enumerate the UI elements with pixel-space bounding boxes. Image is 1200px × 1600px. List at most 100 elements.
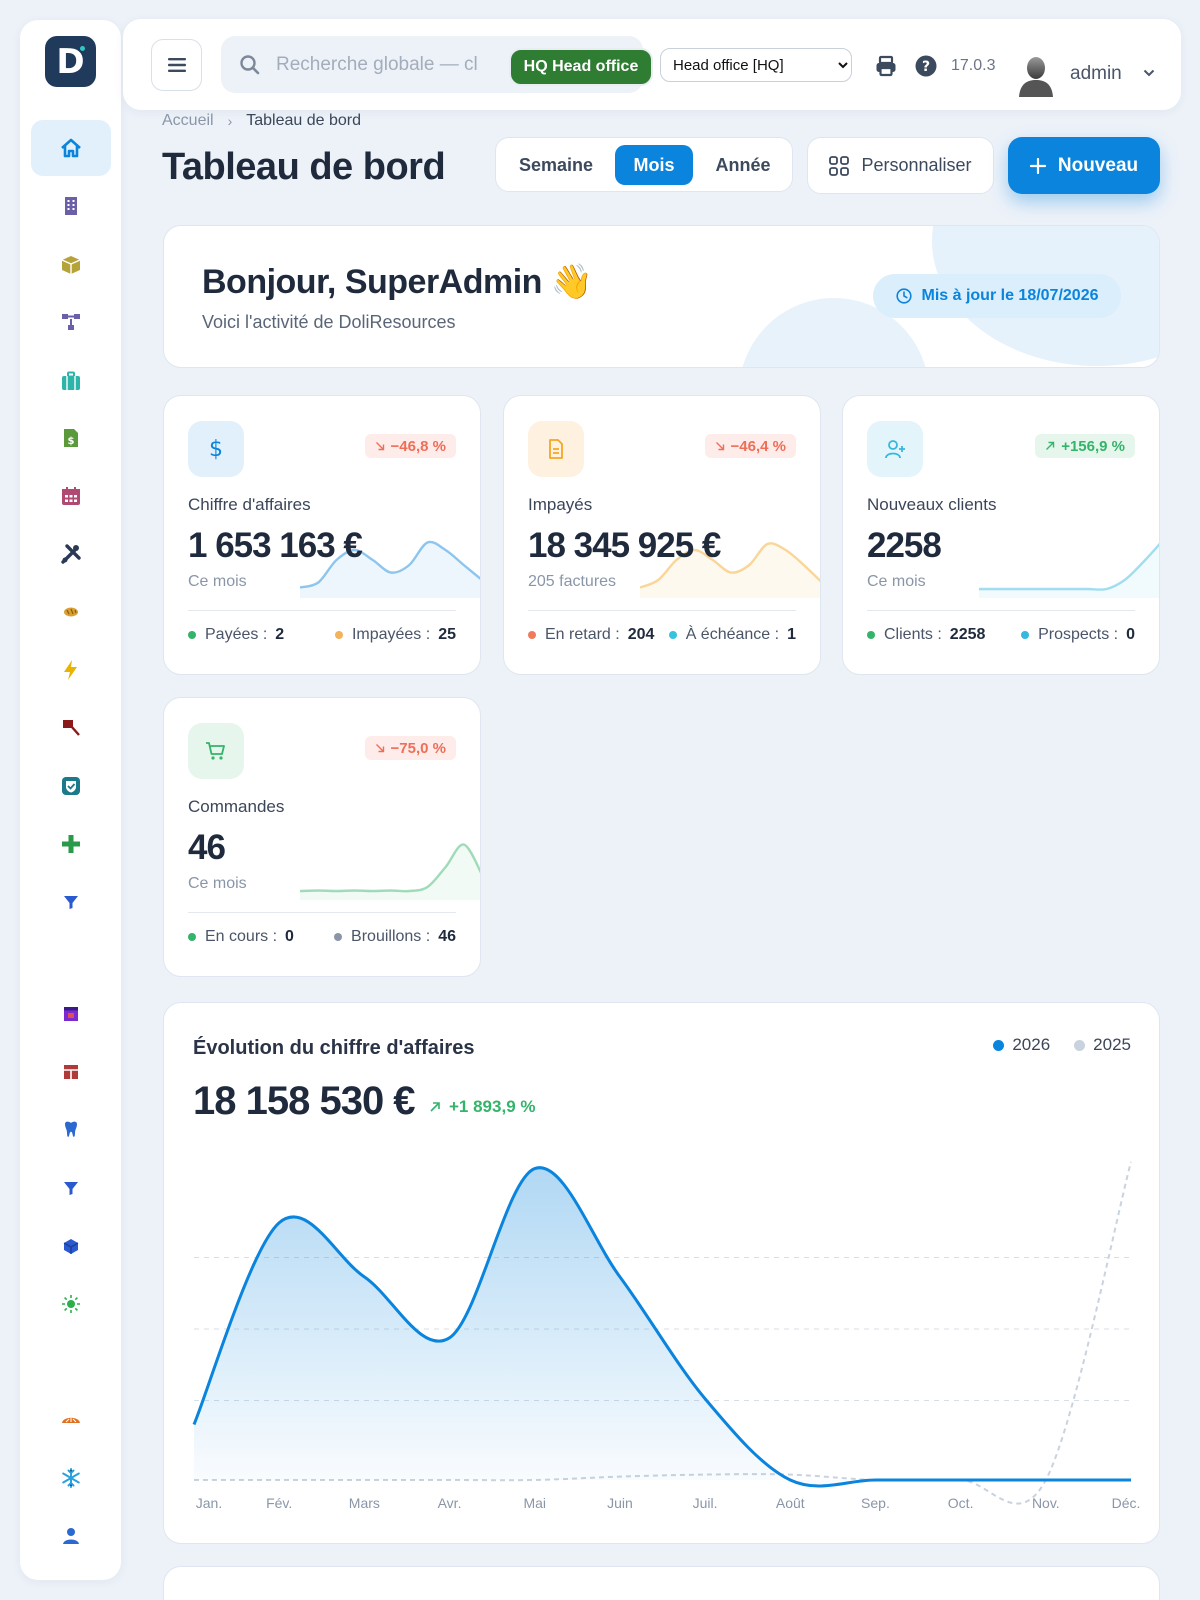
search-input[interactable] — [276, 50, 491, 80]
chart-title: Évolution du chiffre d'affaires — [193, 1037, 475, 1059]
version-label: 17.0.3 — [951, 57, 996, 74]
kpi-caption: Ce mois — [188, 875, 247, 892]
footer-value: 0 — [285, 928, 294, 945]
sidebar-item-invoice[interactable]: $ — [31, 410, 111, 466]
x-tick-label: Juin — [607, 1495, 633, 1511]
building-icon — [65, 197, 77, 215]
sidebar-item-lightning[interactable] — [31, 642, 111, 698]
invoice-icon: $ — [64, 429, 78, 447]
breadcrumb-home[interactable]: Accueil — [162, 112, 214, 129]
sidebar-item-user[interactable] — [31, 1507, 111, 1563]
kpi-footer-right: Prospects : 0 — [1021, 626, 1135, 644]
arrow-down-right-icon — [375, 744, 384, 753]
x-tick-label: Mai — [523, 1495, 546, 1511]
sparkline-line — [640, 542, 820, 589]
updated-label: Mis à jour le 18/07/2026 — [921, 287, 1099, 304]
sidebar-item-bread[interactable] — [31, 584, 111, 640]
chart-growth-value: +1 893,9 % — [449, 1097, 536, 1116]
status-dot — [528, 631, 536, 639]
trend-badge: −46,4 % — [704, 434, 796, 458]
series-area-2026 — [194, 1167, 1131, 1487]
sidebar-item-tools[interactable] — [31, 526, 111, 582]
sidebar-item-calendar[interactable] — [31, 468, 111, 524]
status-dot — [334, 631, 343, 639]
svg-text:?: ? — [922, 59, 930, 75]
sidebar-item-snowflake[interactable] — [31, 1450, 111, 1506]
sidebar-item-hammer[interactable] — [31, 700, 111, 756]
svg-text:$: $ — [209, 437, 223, 461]
chart-legend: 2026 2025 — [993, 1035, 1131, 1055]
period-week[interactable]: Semaine — [518, 154, 594, 175]
menu-toggle-button[interactable] — [151, 39, 202, 91]
series-line-2026 — [192, 1166, 1132, 1488]
help-icon[interactable]: ? — [915, 55, 937, 77]
footer-label: En retard : — [545, 626, 620, 643]
legend-item-2025[interactable]: 2025 — [1074, 1035, 1131, 1055]
trend-badge: −46,8 % — [364, 434, 456, 458]
cube-icon — [63, 1239, 79, 1254]
user-plus-icon — [885, 440, 905, 459]
tools-icon — [61, 544, 81, 564]
sidebar: D $ — [20, 20, 121, 1580]
sidebar-item-tooth[interactable] — [31, 1102, 111, 1158]
kpi-footer-left: En cours : 0 — [188, 928, 294, 946]
sidebar-item-sun[interactable] — [31, 1276, 111, 1332]
sidebar-item-box[interactable] — [31, 237, 111, 293]
greeting: Bonjour, SuperAdmin 👋 — [202, 263, 593, 301]
chevron-down-icon[interactable] — [1143, 69, 1155, 77]
sidebar-item-shield-check[interactable] — [31, 758, 111, 814]
sidebar-item-umbrella[interactable] — [31, 1392, 111, 1448]
sidebar-item-table[interactable] — [31, 1044, 111, 1100]
table-icon — [64, 1065, 78, 1079]
logo[interactable]: D — [45, 36, 96, 87]
sun-icon — [62, 1295, 80, 1313]
kpi-label: Impayés — [528, 495, 593, 514]
new-button[interactable]: Nouveau — [1008, 137, 1160, 194]
trend-value: −75,0 % — [390, 739, 446, 757]
sidebar-item-building[interactable] — [31, 178, 111, 234]
sidebar-item-window[interactable] — [31, 986, 111, 1042]
footer-label: Impayées : — [351, 626, 431, 643]
sidebar-item-workflow[interactable] — [31, 294, 111, 350]
new-label: Nouveau — [1057, 154, 1139, 176]
entity-select[interactable]: Head office [HQ] — [660, 48, 852, 82]
sidebar-item-cube[interactable] — [31, 1218, 111, 1274]
svg-text:$: $ — [68, 436, 75, 447]
status-dot — [1021, 631, 1030, 639]
footer-value: 46 — [438, 928, 456, 945]
plus-icon — [62, 835, 80, 853]
customize-button[interactable]: Personnaliser — [807, 137, 994, 194]
kpi-card[interactable]: −75,0 % Commandes 46 Ce mois En cours : 0 Brou… — [163, 697, 481, 977]
search-icon — [240, 55, 260, 75]
kpi-card[interactable]: −46,4 % Impayés 18 345 925 € 205 factures En… — [503, 395, 821, 675]
status-dot — [867, 631, 875, 639]
plus-icon — [1029, 157, 1046, 174]
sidebar-item-funnel[interactable] — [31, 874, 111, 930]
revenue-chart-card: Jan. Fév. Mars Avr. Mai Juin Juil. Août Sep. Oct.… — [163, 1002, 1160, 1544]
kpi-label: Commandes — [188, 797, 285, 816]
kpi-card[interactable]: +156,9 % Nouveaux clients 2258 Ce mois Clien… — [842, 395, 1160, 675]
entity-badge[interactable]: HQ Head office — [509, 48, 653, 86]
period-year[interactable]: Année — [715, 154, 771, 175]
legend-item-2026[interactable]: 2026 — [993, 1035, 1050, 1055]
kpi-card[interactable]: $ −46,8 % Chiffre d'affaires 1 653 163 € Ce … — [163, 395, 481, 675]
divider — [867, 610, 1135, 611]
print-icon[interactable] — [875, 55, 897, 77]
sparkline-line — [300, 843, 480, 893]
avatar[interactable] — [1016, 53, 1056, 97]
clock-icon — [895, 288, 912, 304]
trend-value: −46,8 % — [390, 437, 446, 455]
footer-label: À échéance : — [685, 626, 780, 643]
trend-badge: +156,9 % — [1035, 434, 1135, 458]
x-tick-label: Juil. — [693, 1495, 718, 1511]
username[interactable]: admin — [1070, 63, 1122, 84]
sidebar-item-funnel[interactable] — [31, 1160, 111, 1216]
sidebar-item-home[interactable] — [31, 120, 111, 176]
sidebar-item-plus[interactable] — [31, 816, 111, 872]
period-month[interactable]: Mois — [615, 145, 693, 185]
sidebar-item-briefcase[interactable] — [31, 353, 111, 409]
breadcrumb-current: Tableau de bord — [246, 112, 362, 129]
footer-label: Clients : — [884, 626, 942, 643]
status-dot — [668, 631, 677, 639]
updated-badge: Mis à jour le 18/07/2026 — [873, 274, 1121, 318]
